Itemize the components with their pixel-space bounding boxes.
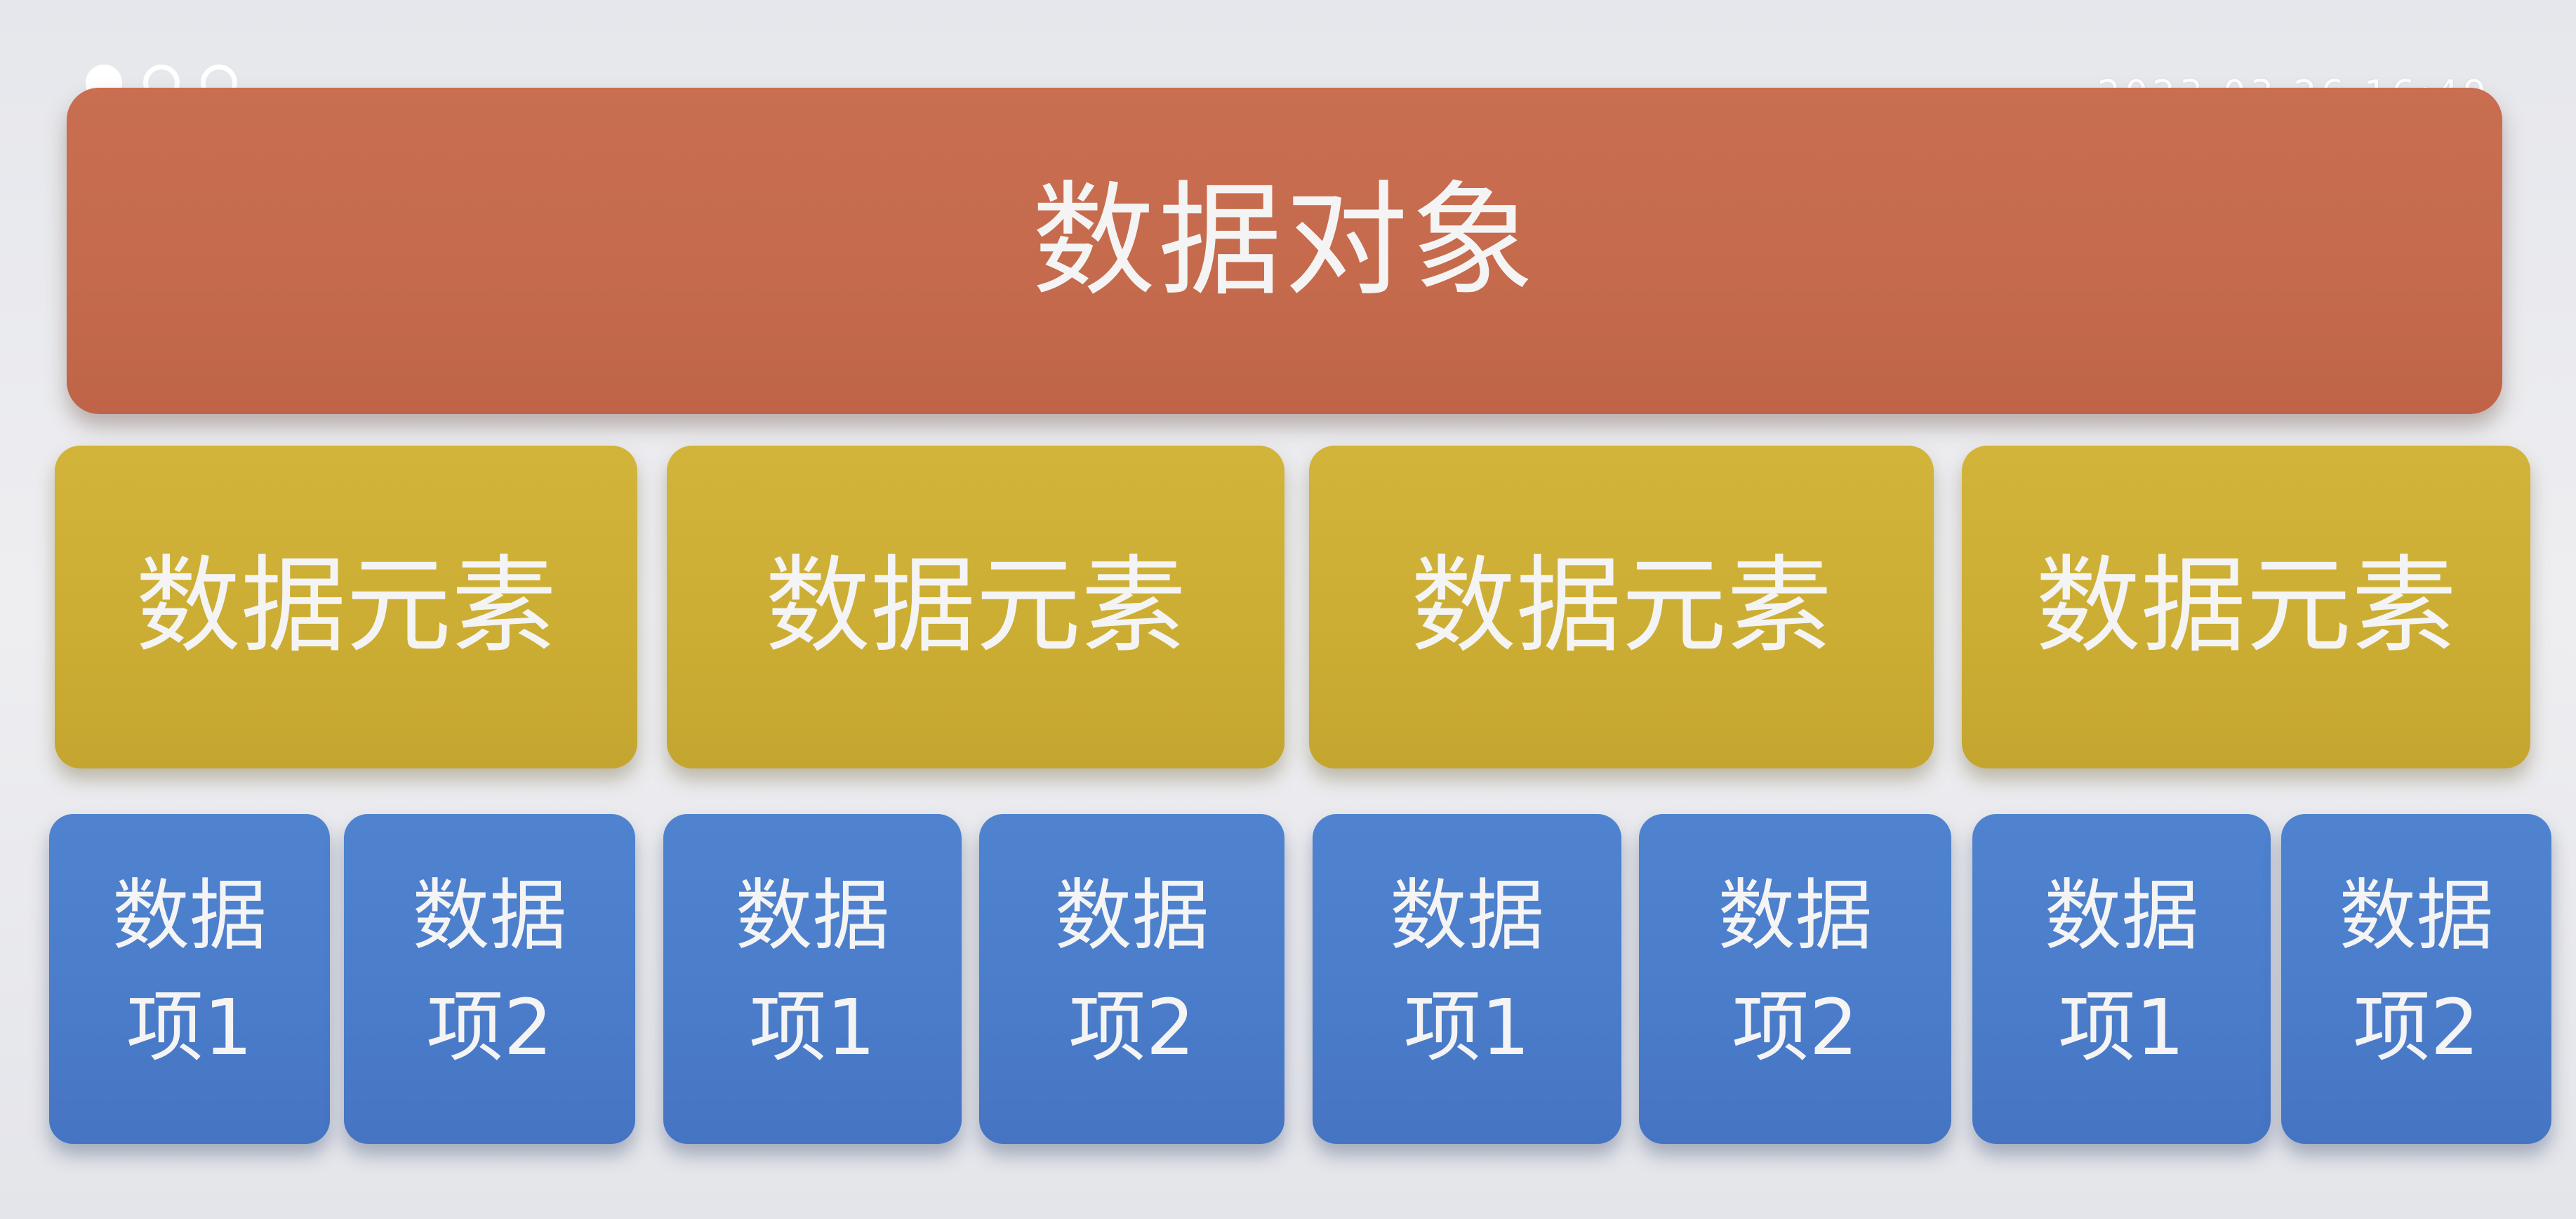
data-item-line2: 项1	[1404, 982, 1530, 1072]
data-element-label: 数据元素	[135, 545, 557, 667]
data-item-line1: 数据	[1718, 870, 1873, 961]
data-item-box: 数据 项2	[979, 814, 1284, 1144]
data-item-line1: 数据	[2044, 870, 2199, 961]
data-item-line1: 数据	[1390, 870, 1544, 961]
data-element-box: 数据元素	[1309, 446, 1934, 768]
data-element-label: 数据元素	[1410, 545, 1832, 667]
data-item-line2: 项1	[126, 982, 253, 1072]
data-item-box: 数据 项1	[49, 814, 330, 1144]
data-element-label: 数据元素	[764, 545, 1186, 667]
data-object-label: 数据对象	[1031, 169, 1537, 313]
data-item-line1: 数据	[735, 870, 890, 961]
data-item-line2: 项1	[749, 982, 876, 1072]
data-item-box: 数据 项2	[344, 814, 635, 1144]
data-element-box: 数据元素	[1962, 446, 2530, 768]
data-object-box: 数据对象	[67, 88, 2502, 414]
data-element-box: 数据元素	[667, 446, 1284, 768]
data-item-box: 数据 项2	[2281, 814, 2551, 1144]
data-item-line2: 项1	[2058, 982, 2185, 1072]
data-item-line1: 数据	[412, 870, 567, 961]
data-item-line2: 项2	[1732, 982, 1859, 1072]
data-item-line2: 项2	[2353, 982, 2480, 1072]
data-item-box: 数据 项1	[1313, 814, 1621, 1144]
data-item-box: 数据 项1	[1972, 814, 2271, 1144]
data-item-line1: 数据	[112, 870, 267, 961]
data-item-box: 数据 项1	[663, 814, 962, 1144]
data-element-label: 数据元素	[2035, 545, 2457, 667]
data-item-box: 数据 项2	[1639, 814, 1951, 1144]
data-item-line2: 项2	[426, 982, 553, 1072]
data-item-line1: 数据	[1054, 870, 1209, 961]
data-item-line1: 数据	[2339, 870, 2494, 961]
data-element-box: 数据元素	[55, 446, 637, 768]
data-item-line2: 项2	[1068, 982, 1195, 1072]
